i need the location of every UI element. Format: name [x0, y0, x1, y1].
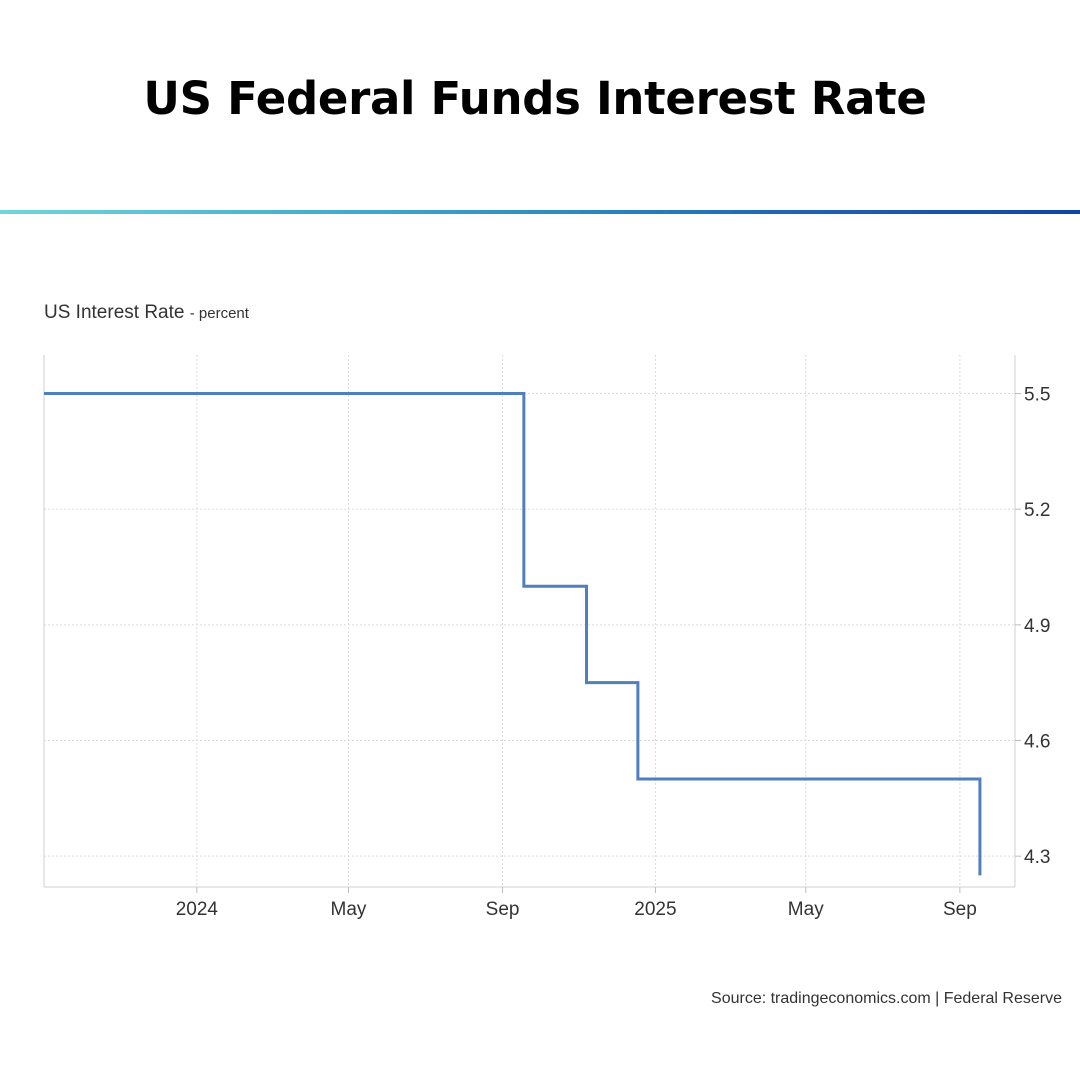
x-tick-label: Sep	[943, 899, 977, 920]
y-tick-label: 4.9	[1024, 616, 1050, 637]
headline: US Federal Funds Interest Rate	[143, 72, 927, 125]
x-tick-label: May	[331, 899, 367, 920]
x-tick-label: Sep	[486, 899, 520, 920]
interest-rate-line	[44, 392, 982, 876]
x-tick-label: 2025	[634, 899, 676, 920]
gradient-divider	[0, 210, 1080, 214]
y-tick-label: 4.3	[1024, 847, 1050, 868]
x-tick-label: 2024	[176, 899, 219, 920]
x-tick-label: May	[788, 899, 824, 920]
chart-title-text: US Interest Rate	[44, 302, 185, 323]
source-note: Source: tradingeconomics.com | Federal R…	[711, 990, 1062, 1007]
chart-title: US Interest Rate - percent	[44, 302, 249, 324]
chart-unit: - percent	[189, 305, 249, 322]
y-tick-label: 5.2	[1024, 500, 1050, 521]
y-tick-label: 4.6	[1024, 732, 1050, 753]
y-tick-label: 5.5	[1024, 385, 1050, 406]
